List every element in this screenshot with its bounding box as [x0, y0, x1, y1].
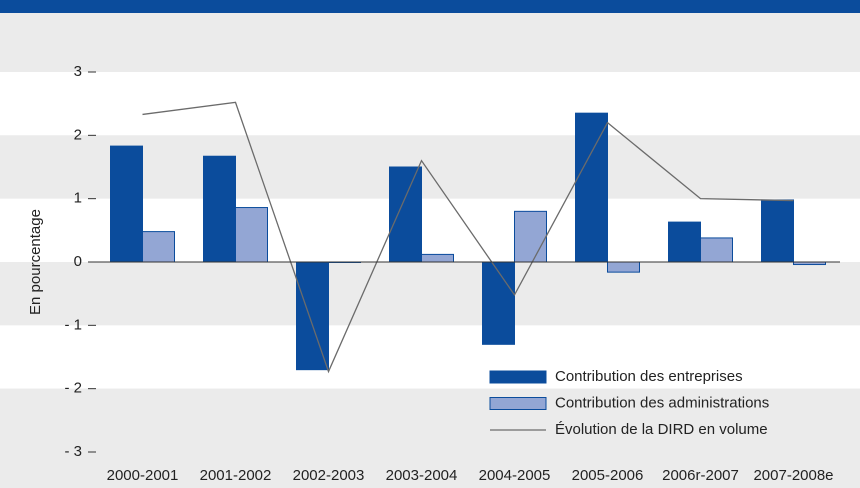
bar [110, 145, 143, 263]
x-tick-label: 2007-2008e [753, 467, 833, 484]
y-tick-label: - 2 [64, 380, 82, 397]
bar [421, 253, 454, 263]
x-tick-label: 2003-2004 [386, 467, 458, 484]
top-bar [0, 0, 860, 13]
legend-swatch [489, 397, 547, 410]
legend-label: Contribution des entreprises [555, 368, 743, 385]
bands [0, 72, 860, 452]
grid-band [0, 325, 860, 389]
x-tick-label: 2000-2001 [107, 467, 179, 484]
bar [514, 210, 547, 263]
grid-band [0, 72, 860, 136]
bar [668, 221, 701, 263]
y-tick-label: 1 [74, 190, 82, 207]
y-tick-label: - 3 [64, 443, 82, 460]
y-tick-label: - 1 [64, 316, 82, 333]
bar [235, 207, 268, 263]
x-tick-label: 2005-2006 [572, 467, 644, 484]
line [142, 101, 794, 374]
bar [700, 237, 733, 263]
legend-label: Évolution de la DIRD en volume [555, 421, 768, 438]
bar [761, 199, 794, 263]
y-tick-label: 2 [74, 126, 82, 143]
x-tick-label: 2001-2002 [200, 467, 272, 484]
bar [575, 112, 608, 263]
legend-swatch [489, 370, 547, 384]
y-axis-label: En pourcentage [27, 209, 44, 315]
x-tick-label: 2006r-2007 [662, 467, 739, 484]
bar [203, 155, 236, 263]
y-tick-label: 3 [74, 63, 82, 80]
y-tick-label: 0 [74, 253, 82, 270]
bar [389, 166, 422, 263]
x-tick-label: 2004-2005 [479, 467, 551, 484]
grid-band [0, 135, 860, 199]
bar [607, 261, 640, 273]
bar [482, 261, 515, 345]
grid-band [0, 262, 860, 326]
bar [296, 261, 329, 371]
bar [142, 231, 175, 263]
grid-band [0, 388, 860, 452]
x-tick-label: 2002-2003 [293, 467, 365, 484]
legend-label: Contribution des administrations [555, 394, 769, 411]
